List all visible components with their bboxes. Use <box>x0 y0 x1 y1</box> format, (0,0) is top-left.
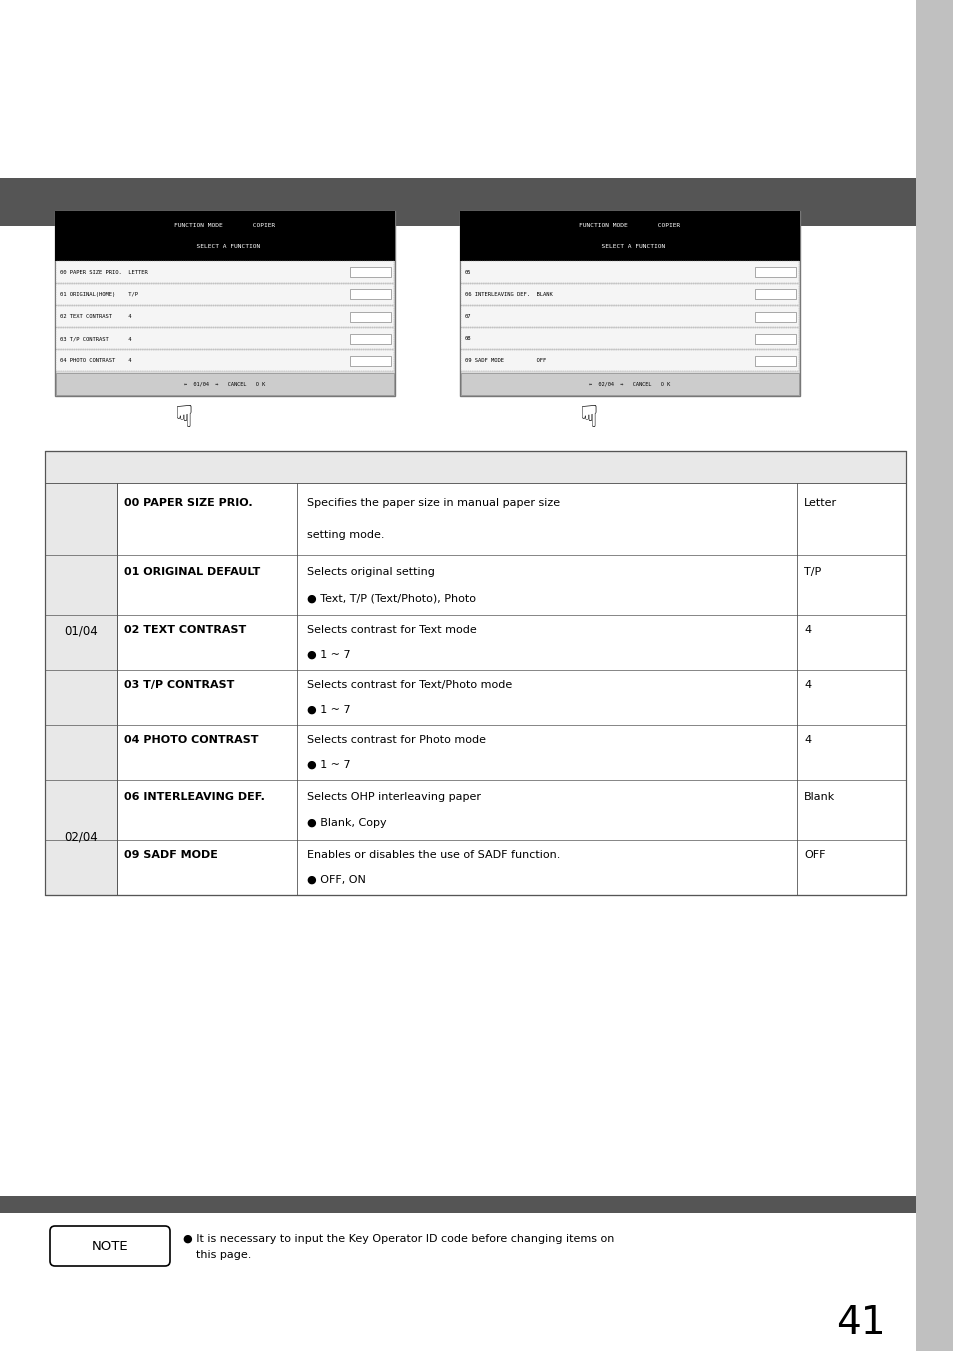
Text: 02 TEXT CONTRAST: 02 TEXT CONTRAST <box>124 626 246 635</box>
Bar <box>755 334 795 343</box>
Text: ● Blank, Copy: ● Blank, Copy <box>307 819 386 828</box>
Bar <box>45 484 905 555</box>
Bar <box>755 312 795 322</box>
Text: 07: 07 <box>464 313 471 319</box>
Bar <box>350 267 391 277</box>
Bar <box>460 305 799 327</box>
Bar <box>45 780 117 894</box>
Text: ● 1 ~ 7: ● 1 ~ 7 <box>307 759 351 770</box>
Text: ● OFF, ON: ● OFF, ON <box>307 874 366 885</box>
Text: 00 PAPER SIZE PRIO.: 00 PAPER SIZE PRIO. <box>124 499 253 508</box>
Bar <box>755 355 795 366</box>
Bar <box>350 312 391 322</box>
Text: this page.: this page. <box>195 1250 251 1260</box>
Text: 41: 41 <box>836 1304 885 1342</box>
Bar <box>460 350 799 372</box>
Text: FUNCTION MODE        COPIER: FUNCTION MODE COPIER <box>578 223 679 228</box>
Text: FUNCTION MODE        COPIER: FUNCTION MODE COPIER <box>174 223 275 228</box>
Bar <box>56 305 394 327</box>
Bar <box>0 1196 915 1213</box>
Text: 09 SADF MODE          OFF: 09 SADF MODE OFF <box>464 358 546 363</box>
Text: Selects contrast for Photo mode: Selects contrast for Photo mode <box>307 735 485 746</box>
Text: 09 SADF MODE: 09 SADF MODE <box>124 850 217 861</box>
Bar <box>45 780 905 840</box>
Text: Blank: Blank <box>803 792 835 801</box>
Bar <box>460 373 799 394</box>
Text: 01/04: 01/04 <box>64 626 98 638</box>
Text: ● Text, T/P (Text/Photo), Photo: ● Text, T/P (Text/Photo), Photo <box>307 593 476 603</box>
Text: Selects OHP interleaving paper: Selects OHP interleaving paper <box>307 792 480 801</box>
Text: 01 ORIGINAL(HOME)    T/P: 01 ORIGINAL(HOME) T/P <box>60 292 138 297</box>
Text: 06 INTERLEAVING DEF.: 06 INTERLEAVING DEF. <box>124 792 265 801</box>
Text: NOTE: NOTE <box>91 1239 128 1252</box>
Bar <box>56 373 394 394</box>
Text: ● It is necessary to input the Key Operator ID code before changing items on: ● It is necessary to input the Key Opera… <box>183 1233 614 1244</box>
Text: 00 PAPER SIZE PRIO.  LETTER: 00 PAPER SIZE PRIO. LETTER <box>60 270 148 274</box>
Text: OFF: OFF <box>803 850 824 861</box>
Bar <box>45 451 905 484</box>
Text: 04 PHOTO CONTRAST    4: 04 PHOTO CONTRAST 4 <box>60 358 132 363</box>
Bar <box>0 178 915 226</box>
Text: Specifies the paper size in manual paper size: Specifies the paper size in manual paper… <box>307 499 559 508</box>
Bar <box>56 284 394 305</box>
Bar <box>459 211 800 396</box>
Bar <box>45 555 905 615</box>
FancyBboxPatch shape <box>50 1225 170 1266</box>
Text: 03 T/P CONTRAST: 03 T/P CONTRAST <box>124 681 234 690</box>
Text: Enables or disables the use of SADF function.: Enables or disables the use of SADF func… <box>307 850 559 861</box>
Bar <box>45 670 905 725</box>
Bar <box>45 451 905 894</box>
Text: ☟: ☟ <box>579 404 598 434</box>
Bar <box>460 262 799 282</box>
Text: Letter: Letter <box>803 499 836 508</box>
Bar <box>45 840 905 894</box>
Text: 05: 05 <box>464 270 471 274</box>
Bar <box>350 355 391 366</box>
Text: Selects original setting: Selects original setting <box>307 567 435 577</box>
Bar <box>350 334 391 343</box>
Text: SELECT A FUNCTION: SELECT A FUNCTION <box>594 245 665 250</box>
Text: 04 PHOTO CONTRAST: 04 PHOTO CONTRAST <box>124 735 258 746</box>
Bar <box>45 451 905 894</box>
Bar <box>460 328 799 350</box>
Bar <box>755 267 795 277</box>
Text: Selects contrast for Text/Photo mode: Selects contrast for Text/Photo mode <box>307 681 512 690</box>
Bar <box>45 484 117 780</box>
Bar <box>350 289 391 300</box>
Text: Selects contrast for Text mode: Selects contrast for Text mode <box>307 626 476 635</box>
Text: SELECT A FUNCTION: SELECT A FUNCTION <box>190 245 260 250</box>
Text: 06 INTERLEAVING DEF.  BLANK: 06 INTERLEAVING DEF. BLANK <box>464 292 552 297</box>
Bar <box>55 211 395 396</box>
Text: ⇐  01/04  ⇒   CANCEL   O K: ⇐ 01/04 ⇒ CANCEL O K <box>184 381 265 386</box>
Bar <box>459 211 800 261</box>
Text: setting mode.: setting mode. <box>307 530 384 540</box>
Text: 08: 08 <box>464 336 471 342</box>
Bar <box>56 328 394 350</box>
Text: 01 ORIGINAL DEFAULT: 01 ORIGINAL DEFAULT <box>124 567 260 577</box>
Text: 4: 4 <box>803 626 810 635</box>
Bar <box>755 289 795 300</box>
Bar <box>460 284 799 305</box>
Text: ⇐  02/04  ⇒   CANCEL   O K: ⇐ 02/04 ⇒ CANCEL O K <box>589 381 670 386</box>
Bar <box>56 262 394 282</box>
Text: ☟: ☟ <box>174 404 193 434</box>
Bar <box>56 350 394 372</box>
Text: 4: 4 <box>803 681 810 690</box>
Text: 02 TEXT CONTRAST     4: 02 TEXT CONTRAST 4 <box>60 313 132 319</box>
Text: T/P: T/P <box>803 567 821 577</box>
Bar <box>915 0 953 1351</box>
Text: 02/04: 02/04 <box>64 831 98 844</box>
Text: ● 1 ~ 7: ● 1 ~ 7 <box>307 650 351 659</box>
Text: ● 1 ~ 7: ● 1 ~ 7 <box>307 705 351 715</box>
Text: 4: 4 <box>803 735 810 746</box>
Bar <box>55 211 395 261</box>
Bar <box>45 725 905 780</box>
Text: 03 T/P CONTRAST      4: 03 T/P CONTRAST 4 <box>60 336 132 342</box>
Bar <box>45 615 905 670</box>
